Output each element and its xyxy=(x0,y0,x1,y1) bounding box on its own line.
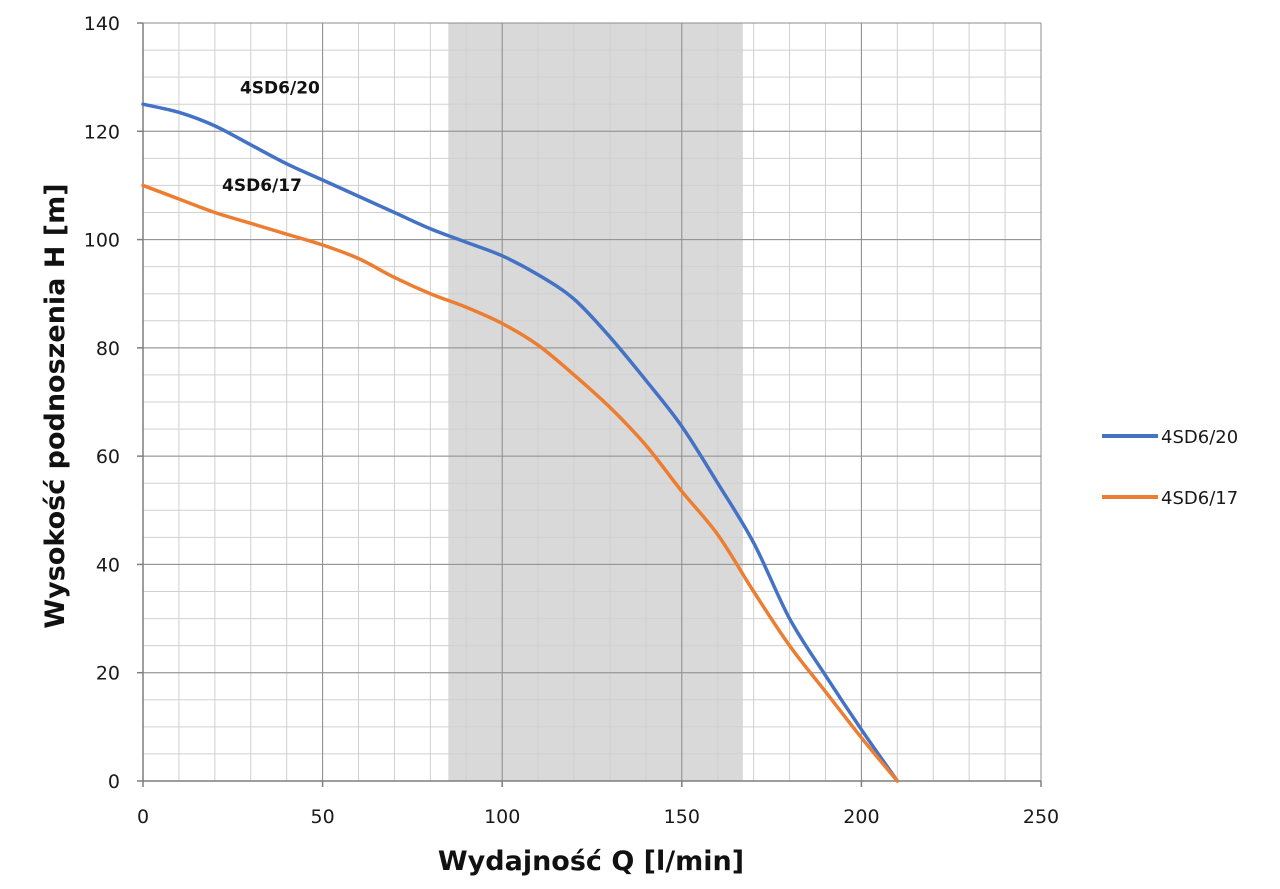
x-tick-label: 100 xyxy=(484,806,520,828)
series-line-2 xyxy=(141,183,900,783)
y-tick-label: 120 xyxy=(84,121,120,143)
y-tick-labels: 0 20 40 60 80 100 120 140 xyxy=(84,13,120,793)
y-tick-label: 100 xyxy=(84,230,120,252)
y-tick-label: 0 xyxy=(108,771,120,793)
x-tick-label: 200 xyxy=(843,806,879,828)
x-tick-label: 250 xyxy=(1023,806,1059,828)
y-tick-label: 140 xyxy=(84,13,120,35)
x-tick-label: 0 xyxy=(137,806,149,828)
x-tick-labels: 0 50 100 150 200 250 xyxy=(137,806,1059,828)
series-annotation-1: 4SD6/20 xyxy=(240,78,320,98)
axes xyxy=(137,22,1042,787)
x-axis-title: Wydajność Q [l/min] xyxy=(438,846,744,877)
y-axis-title: Wysokość podnoszenia H [m] xyxy=(40,183,71,628)
series-annotation-2: 4SD6/17 xyxy=(222,176,302,196)
y-tick-label: 80 xyxy=(96,338,120,360)
legend-label-2: 4SD6/17 xyxy=(1161,488,1238,509)
y-tick-label: 20 xyxy=(96,663,120,685)
y-tick-label: 40 xyxy=(96,554,120,576)
legend-label-1: 4SD6/20 xyxy=(1161,427,1238,448)
series-lines xyxy=(141,102,900,783)
legend: 4SD6/20 4SD6/17 xyxy=(1102,427,1238,509)
series-annotations: 4SD6/20 4SD6/17 xyxy=(222,78,320,195)
x-tick-label: 150 xyxy=(664,806,700,828)
x-tick-label: 50 xyxy=(311,806,335,828)
y-tick-label: 60 xyxy=(96,446,120,468)
series-line-1 xyxy=(141,102,900,783)
